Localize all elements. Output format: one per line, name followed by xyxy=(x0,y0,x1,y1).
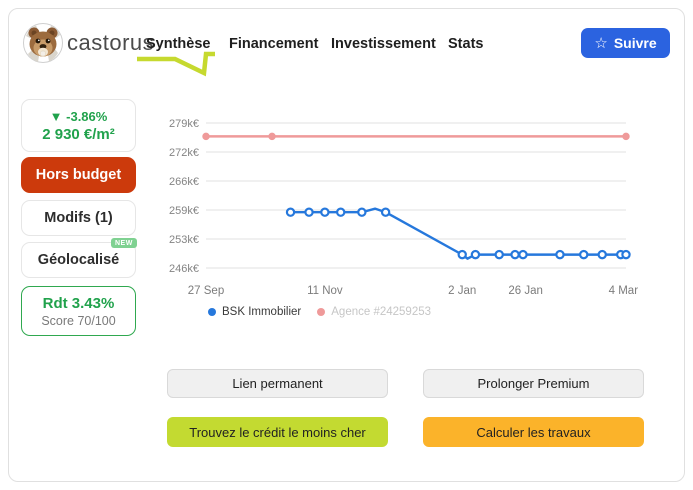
legend-label-bsk: BSK Immobilier xyxy=(222,306,302,318)
data-point-marker[interactable] xyxy=(621,249,631,260)
tab-investissement[interactable]: Investissement xyxy=(331,36,436,52)
data-point-marker[interactable] xyxy=(457,249,467,260)
x-axis-tick-label: 27 Sep xyxy=(188,285,224,297)
y-axis-tick-label: 259k€ xyxy=(169,205,199,217)
modifs-button[interactable]: Modifs (1) xyxy=(21,200,136,236)
legend-dot-agence xyxy=(317,308,326,316)
follow-button-label: Suivre xyxy=(613,35,657,51)
legend-item-agence[interactable]: Agence #24259253 xyxy=(317,306,431,318)
active-tab-underline-icon xyxy=(137,51,215,77)
x-axis-tick-label: 11 Nov xyxy=(307,285,343,297)
data-point-marker[interactable] xyxy=(336,207,346,217)
hors-budget-button[interactable]: Hors budget xyxy=(21,157,136,193)
score-value: Score 70/100 xyxy=(41,313,116,328)
permanent-link-button[interactable]: Lien permanent xyxy=(167,369,388,398)
star-icon: ☆ xyxy=(594,34,608,52)
price-per-m2: 2 930 €/m² xyxy=(42,125,115,143)
legend-dot-bsk xyxy=(208,308,216,316)
data-point-marker[interactable] xyxy=(380,207,391,217)
legend-item-bsk[interactable]: BSK Immobilier xyxy=(208,306,301,318)
geolocalise-button[interactable]: Géolocalisé xyxy=(21,242,136,278)
data-point-marker[interactable] xyxy=(555,249,565,260)
data-point-marker[interactable] xyxy=(494,249,504,260)
x-axis-tick-label: 2 Jan xyxy=(448,285,476,297)
data-point-marker[interactable] xyxy=(622,132,630,141)
chart-legend: BSK Immobilier Agence #24259253 xyxy=(208,306,431,318)
data-point-marker[interactable] xyxy=(470,249,481,260)
tab-financement[interactable]: Financement xyxy=(229,36,319,52)
price-change-card: ▼ -3.86% 2 930 €/m² xyxy=(21,99,136,152)
brand-name: castorus xyxy=(67,30,155,55)
data-point-marker[interactable] xyxy=(597,249,607,260)
brand-logo[interactable]: castorus xyxy=(22,22,154,64)
y-axis-tick-label: 272k€ xyxy=(169,147,199,159)
x-axis-tick-label: 26 Jan xyxy=(508,285,543,297)
main-card: castorus Synthèse Financement Investisse… xyxy=(8,8,685,482)
beaver-mascot-icon xyxy=(23,23,63,63)
data-point-marker[interactable] xyxy=(518,249,528,260)
y-axis-tick-label: 266k€ xyxy=(169,176,199,188)
cheapest-credit-button[interactable]: Trouvez le crédit le moins cher xyxy=(167,417,388,447)
tab-stats[interactable]: Stats xyxy=(448,36,484,52)
data-point-marker[interactable] xyxy=(510,249,520,260)
price-history-chart[interactable]: 279k€ 272k€ 266k€ 259k€ 253k€ 246k€ 27 Sep 11 N… xyxy=(161,101,651,336)
y-axis-tick-label: 279k€ xyxy=(169,118,199,130)
legend-label-agence: Agence #24259253 xyxy=(331,306,432,318)
rendement-card: Rdt 3.43% Score 70/100 xyxy=(21,286,136,336)
data-point-marker[interactable] xyxy=(268,132,276,141)
data-point-marker[interactable] xyxy=(320,207,330,217)
calculate-works-button[interactable]: Calculer les travaux xyxy=(423,417,644,447)
tab-synthese[interactable]: Synthèse xyxy=(146,36,211,52)
y-axis-tick-label: 246k€ xyxy=(169,263,199,275)
data-point-marker[interactable] xyxy=(202,132,210,141)
follow-button[interactable]: ☆ Suivre xyxy=(581,28,670,58)
data-point-marker[interactable] xyxy=(285,207,296,217)
data-point-marker[interactable] xyxy=(357,207,367,217)
data-point-marker[interactable] xyxy=(304,207,314,217)
x-axis-tick-label: 4 Mar xyxy=(609,285,639,297)
data-point-marker[interactable] xyxy=(579,249,589,260)
y-axis-tick-label: 253k€ xyxy=(169,234,199,246)
price-change-percent: ▼ -3.86% xyxy=(49,108,108,124)
rendement-value: Rdt 3.43% xyxy=(42,294,115,312)
new-badge: NEW xyxy=(111,238,137,248)
extend-premium-button[interactable]: Prolonger Premium xyxy=(423,369,644,398)
